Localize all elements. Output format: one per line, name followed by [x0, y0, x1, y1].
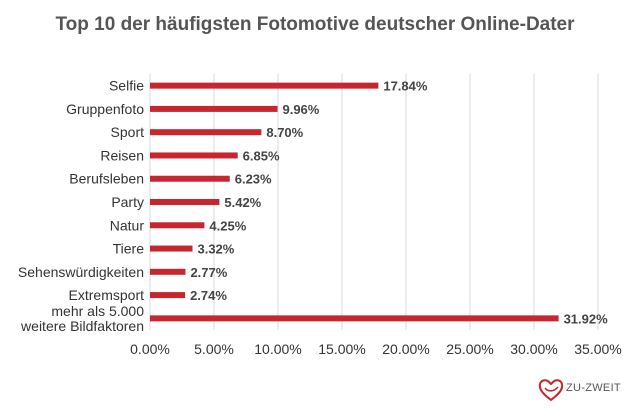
value-label: 3.32%: [197, 242, 234, 257]
bar: [150, 268, 186, 275]
value-label: 2.74%: [190, 288, 227, 303]
x-tick-label: 25.00%: [446, 341, 493, 357]
category-label: Sehenswürdigkeiten: [18, 264, 144, 280]
value-label: 5.42%: [224, 195, 261, 210]
x-tick-label: 30.00%: [510, 341, 557, 357]
category-label: weitere Bildfaktoren: [20, 318, 144, 334]
value-label: 6.85%: [243, 148, 280, 163]
category-label: Berufsleben: [69, 171, 144, 187]
bar: [150, 245, 193, 252]
chart-title: Top 10 der häufigsten Fotomotive deutsch…: [55, 14, 575, 35]
x-tick-label: 15.00%: [318, 341, 365, 357]
bar: [150, 315, 559, 322]
value-label: 4.25%: [209, 218, 246, 233]
bar: [150, 175, 230, 182]
value-label: 2.77%: [190, 265, 227, 280]
x-tick-label: 35.00%: [574, 341, 621, 357]
x-tick-label: 5.00%: [194, 341, 234, 357]
bar: [150, 199, 220, 205]
category-label: Natur: [110, 217, 145, 233]
category-label: Extremsport: [69, 287, 145, 303]
value-label: 17.84%: [383, 79, 428, 94]
category-label: Party: [111, 194, 144, 210]
value-label: 31.92%: [564, 311, 609, 326]
bar: [150, 222, 205, 229]
category-label: mehr als 5.000: [51, 303, 144, 319]
category-label: Selfie: [109, 78, 144, 94]
value-label: 8.70%: [266, 125, 303, 140]
x-tick-label: 10.00%: [254, 341, 301, 357]
zu-zweit-logo: ZU-ZWEIT: [536, 374, 628, 408]
category-label: Sport: [111, 124, 145, 140]
category-label: Tiere: [113, 241, 145, 257]
logo-text: ZU-ZWEIT: [566, 382, 621, 394]
value-label: 9.96%: [282, 102, 319, 117]
bar: [150, 82, 379, 89]
category-label: Reisen: [100, 147, 144, 163]
bar: [150, 152, 238, 159]
heart-logo-icon: [538, 379, 564, 402]
x-tick-label: 20.00%: [382, 341, 429, 357]
category-label: Gruppenfoto: [66, 101, 144, 117]
bar: [150, 292, 186, 299]
value-label: 6.23%: [235, 172, 272, 187]
bar: [150, 129, 262, 136]
x-tick-label: 0.00%: [130, 341, 170, 357]
bar: [150, 105, 278, 112]
